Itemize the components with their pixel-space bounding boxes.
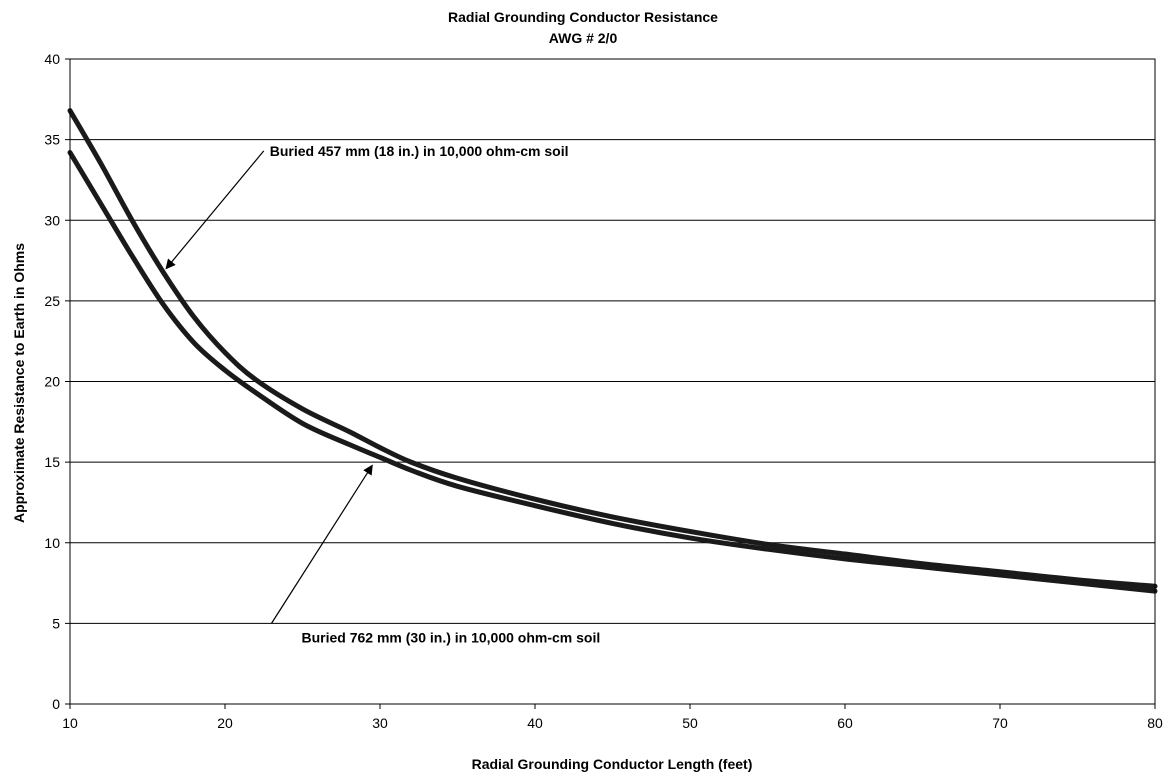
- x-tick-label: 80: [1147, 715, 1163, 731]
- y-tick-label: 35: [44, 132, 60, 148]
- x-tick-label: 10: [62, 715, 78, 731]
- y-tick-label: 5: [52, 615, 60, 631]
- y-tick-label: 25: [44, 293, 60, 309]
- annotation-label-18in: Buried 457 mm (18 in.) in 10,000 ohm-cm …: [270, 143, 569, 159]
- y-tick-label: 10: [44, 535, 60, 551]
- x-tick-label: 50: [682, 715, 698, 731]
- annotation-arrow-30in: [270, 464, 373, 624]
- y-tick-label: 40: [44, 51, 60, 67]
- y-tick-label: 0: [52, 696, 60, 712]
- annotation-arrow-18in: [165, 150, 265, 270]
- x-tick-label: 30: [372, 715, 388, 731]
- series-line-30in: [67, 150, 1158, 594]
- annotation-label-30in: Buried 762 mm (30 in.) in 10,000 ohm-cm …: [302, 629, 601, 645]
- x-tick-label: 60: [837, 715, 853, 731]
- x-tick-label: 20: [217, 715, 233, 731]
- annotations-layer: Buried 457 mm (18 in.) in 10,000 ohm-cm …: [165, 143, 601, 645]
- plot-area-frame: [69, 58, 1156, 705]
- x-axis-ticks: 10 20 30 40 50 60 70 80: [62, 704, 1163, 731]
- series-line-18in: [67, 108, 1158, 589]
- x-tick-label: 40: [527, 715, 543, 731]
- y-axis-ticks: 0 5 10 15 20 25 30 35 40: [44, 51, 70, 712]
- x-tick-label: 70: [992, 715, 1008, 731]
- series-layer: [67, 108, 1158, 594]
- chart-subtitle: AWG # 2/0: [549, 30, 618, 46]
- y-tick-label: 15: [44, 454, 60, 470]
- y-tick-label: 30: [44, 212, 60, 228]
- x-axis-label: Radial Grounding Conductor Length (feet): [472, 756, 753, 772]
- y-axis-label: Approximate Resistance to Earth in Ohms: [11, 243, 27, 523]
- chart-title: Radial Grounding Conductor Resistance: [448, 9, 718, 25]
- gridlines: [70, 58, 1155, 705]
- y-tick-label: 20: [44, 374, 60, 390]
